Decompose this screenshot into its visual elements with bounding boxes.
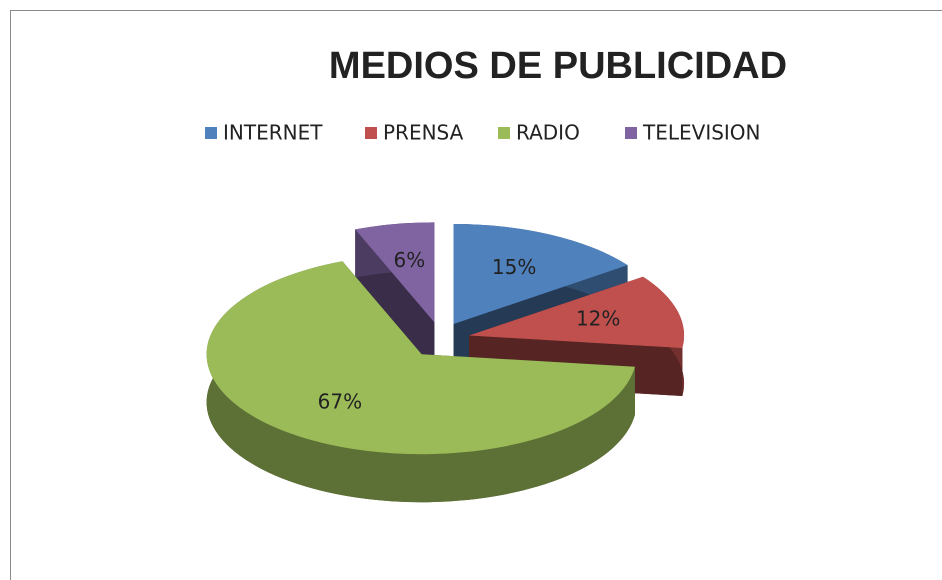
slice-wall: [206, 261, 635, 503]
legend-label: TELEVISION: [642, 121, 761, 145]
chart-title: MEDIOS DE PUBLICIDAD: [329, 45, 787, 87]
legend-swatch: [625, 127, 637, 139]
data-label: 12%: [576, 307, 620, 331]
legend-swatch: [498, 127, 510, 139]
legend-swatch: [365, 127, 377, 139]
data-label: 6%: [394, 248, 426, 272]
data-label: 15%: [492, 255, 536, 279]
pie: 15% 12% 67% 6%: [206, 222, 685, 503]
pie-slice: [469, 276, 685, 349]
pie-slice: [206, 261, 635, 455]
data-label: 67%: [318, 390, 362, 414]
legend: INTERNET PRENSA RADIO TELEVISION: [205, 121, 761, 145]
legend-label: INTERNET: [223, 121, 323, 145]
pie-slice: [355, 222, 435, 323]
legend-label: PRENSA: [383, 121, 464, 145]
legend-swatch: [205, 127, 217, 139]
legend-label: RADIO: [516, 121, 580, 145]
pie-slice: [453, 223, 628, 324]
